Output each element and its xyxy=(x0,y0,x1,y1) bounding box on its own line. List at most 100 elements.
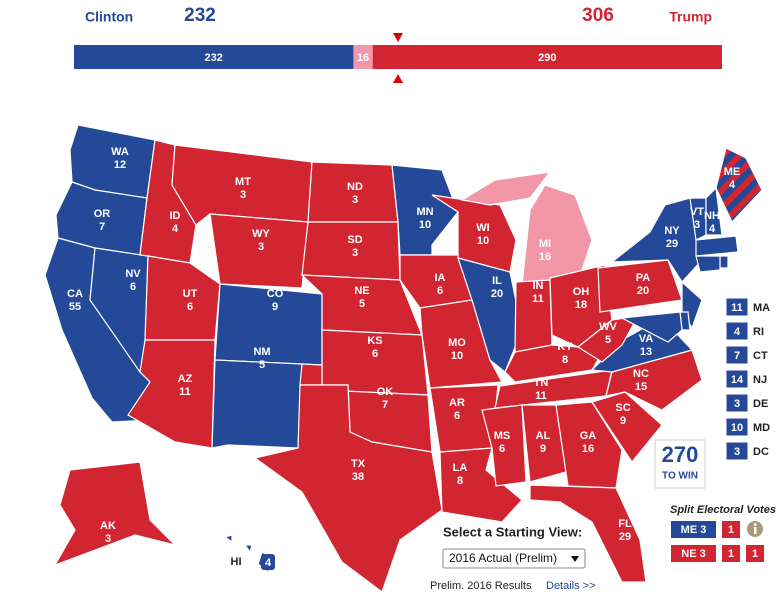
state-votes: 3 xyxy=(352,247,358,259)
state-shape[interactable] xyxy=(719,255,729,269)
candidate-name: Clinton xyxy=(85,9,133,25)
state-votes: 11 xyxy=(535,390,547,402)
state-abbr: MI xyxy=(539,238,551,250)
state-abbr: KS xyxy=(367,335,382,347)
state-votes: 3 xyxy=(105,533,111,545)
state-shape[interactable] xyxy=(576,315,640,363)
logo-number: 270 xyxy=(662,442,699,467)
bar-segment xyxy=(353,45,373,69)
state-shape[interactable] xyxy=(460,171,552,206)
state-shape[interactable] xyxy=(591,391,663,464)
state[interactable] xyxy=(211,359,303,449)
callout-abbr: DE xyxy=(753,398,768,410)
state-votes: 6 xyxy=(372,348,378,360)
state-votes: 11 xyxy=(532,293,544,305)
state[interactable] xyxy=(391,164,459,256)
state-shape[interactable] xyxy=(144,255,221,341)
split-state: NE xyxy=(681,548,696,560)
state-shape[interactable] xyxy=(391,164,459,256)
state-votes: 18 xyxy=(575,299,587,311)
state[interactable] xyxy=(591,391,663,464)
state-shape[interactable] xyxy=(223,534,233,544)
state[interactable] xyxy=(715,147,763,224)
state-votes: 9 xyxy=(272,301,278,313)
state-votes: 6 xyxy=(499,443,505,455)
state-abbr: SC xyxy=(615,402,630,414)
state-votes: 20 xyxy=(637,285,649,297)
state-shape[interactable] xyxy=(253,384,443,593)
view-dropdown[interactable] xyxy=(442,548,586,569)
state[interactable] xyxy=(576,315,640,363)
view-dropdown-value[interactable]: 2016 Actual (Prelim) xyxy=(449,551,557,565)
state[interactable] xyxy=(481,404,527,487)
callout-abbr: DC xyxy=(753,446,769,458)
state-votes: 4 xyxy=(709,223,716,235)
state-votes: 4 xyxy=(265,557,272,569)
state-shape[interactable] xyxy=(529,484,647,583)
callout-box xyxy=(725,417,749,437)
state-votes: 3 xyxy=(352,194,358,206)
state-shape[interactable] xyxy=(243,544,253,554)
state[interactable] xyxy=(53,461,177,567)
state-abbr: NH xyxy=(704,210,720,222)
state-shape[interactable] xyxy=(705,186,723,236)
state-votes: 8 xyxy=(457,475,463,487)
state-votes: 16 xyxy=(539,251,551,263)
info-icon-dot xyxy=(753,523,757,526)
footer-text: Prelim. 2016 Results xyxy=(430,580,532,592)
split-vote-box xyxy=(671,545,716,562)
state-abbr: UT xyxy=(183,288,198,300)
state-abbr: ID xyxy=(170,210,181,222)
candidate-total: 232 xyxy=(184,5,216,26)
state-shape[interactable] xyxy=(695,255,721,273)
state-shape[interactable] xyxy=(695,235,739,257)
split-vote-value: 1 xyxy=(752,548,758,560)
logo-box xyxy=(654,439,706,489)
state[interactable] xyxy=(460,171,593,286)
state-votes: 16 xyxy=(582,443,594,455)
state-shape[interactable] xyxy=(481,404,527,487)
state-votes: 29 xyxy=(619,531,631,543)
midpoint-marker xyxy=(393,74,403,83)
state-shape[interactable] xyxy=(127,339,216,449)
state-abbr: KY xyxy=(557,341,573,353)
state-shape[interactable] xyxy=(619,311,683,343)
state[interactable] xyxy=(253,384,443,593)
state-votes: 10 xyxy=(451,350,463,362)
split-vote-label: NE 3 xyxy=(681,548,705,560)
state-abbr: NC xyxy=(633,368,649,380)
split-vote-label: 1 xyxy=(752,548,758,560)
state-votes: 20 xyxy=(491,288,503,300)
dropdown-arrow[interactable] xyxy=(571,556,579,562)
state-abbr: AL xyxy=(536,430,551,442)
state[interactable] xyxy=(209,213,309,289)
state-shape[interactable] xyxy=(209,213,309,289)
candidate-name: Trump xyxy=(669,9,712,25)
state[interactable] xyxy=(127,339,216,449)
state-votes-box xyxy=(261,554,275,570)
logo-text: TO WIN xyxy=(662,471,698,482)
callout-votes: 4 xyxy=(734,326,741,338)
state[interactable] xyxy=(529,484,647,583)
callout-votes: 3 xyxy=(734,446,740,458)
state[interactable] xyxy=(619,311,683,343)
state-shape[interactable] xyxy=(715,147,763,224)
state[interactable] xyxy=(705,186,723,236)
state-abbr: MN xyxy=(416,206,433,218)
state[interactable] xyxy=(719,255,729,269)
callout-votes: 11 xyxy=(731,302,743,314)
bar-segment-label: 290 xyxy=(538,52,556,64)
state[interactable] xyxy=(695,235,739,257)
state[interactable] xyxy=(144,255,221,341)
state-shape[interactable] xyxy=(53,461,177,567)
state-votes: 10 xyxy=(477,235,489,247)
state[interactable] xyxy=(555,401,623,489)
state-votes: 15 xyxy=(635,381,647,393)
state-votes: 29 xyxy=(666,238,678,250)
state[interactable] xyxy=(695,255,721,273)
details-link[interactable]: Details >> xyxy=(546,580,596,592)
state-shape[interactable] xyxy=(555,401,623,489)
state-shape[interactable] xyxy=(211,359,303,449)
state-abbr: WV xyxy=(599,321,617,333)
